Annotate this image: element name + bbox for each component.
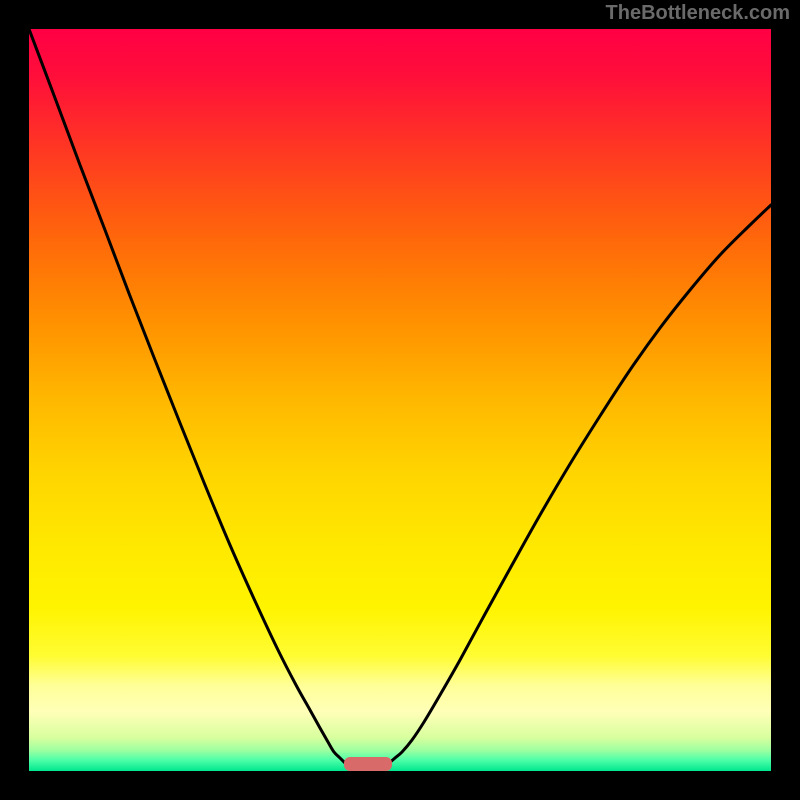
plot-area	[29, 29, 771, 771]
curve-layer	[29, 29, 771, 771]
bottom-marker	[344, 757, 392, 771]
watermark-text: TheBottleneck.com	[606, 2, 790, 25]
chart-container: TheBottleneck.com	[0, 0, 800, 800]
curve-right-branch	[388, 205, 771, 764]
curve-left-branch	[29, 29, 346, 764]
